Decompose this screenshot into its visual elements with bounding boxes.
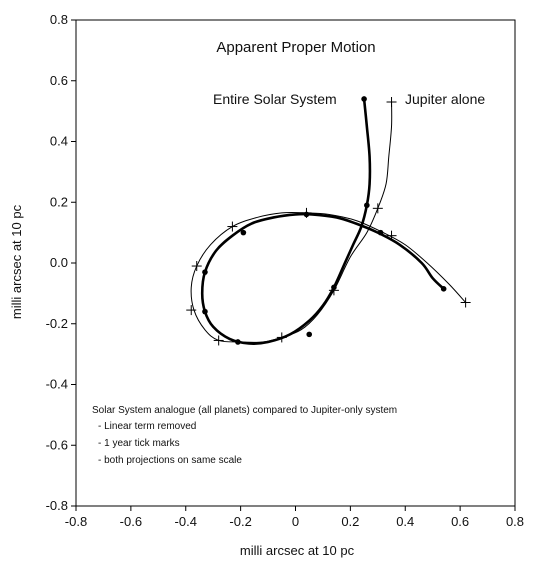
year-tick-cross [276, 332, 287, 343]
year-tick-cross [460, 297, 471, 308]
series-line-jupiter-alone [190, 102, 466, 343]
series-label-jupiter-alone: Jupiter alone [405, 91, 485, 107]
y-tick-label: 0.0 [50, 255, 68, 270]
y-tick-label: -0.4 [46, 377, 68, 392]
series-layer [186, 96, 471, 346]
annotation-box: Solar System analogue (all planets) comp… [92, 405, 397, 466]
y-tick-label: -0.6 [46, 437, 68, 452]
y-tick-label: 0.8 [50, 12, 68, 27]
x-tick-label: 0 [292, 514, 299, 529]
year-tick-cross [213, 335, 224, 346]
x-tick-label: 0.6 [451, 514, 469, 529]
x-tick-label: 0.4 [396, 514, 414, 529]
x-tick-label: -0.2 [229, 514, 251, 529]
annotation-bullet: - 1 year tick marks [98, 438, 180, 449]
x-tick-label: 0.8 [506, 514, 524, 529]
year-tick-dot [440, 286, 447, 292]
y-tick-label: -0.2 [46, 316, 68, 331]
year-tick-dot [202, 308, 208, 315]
year-tick-cross [301, 207, 312, 218]
year-tick-dot [377, 229, 384, 236]
year-tick-cross [191, 261, 202, 272]
y-tick-label: 0.6 [50, 73, 68, 88]
y-tick-label: 0.2 [50, 194, 68, 209]
annotation-title: Solar System analogue (all planets) comp… [92, 405, 397, 416]
y-axis-label: milli arcsec at 10 pc [9, 204, 24, 319]
year-tick-cross [386, 97, 397, 108]
x-tick-label: 0.2 [341, 514, 359, 529]
year-tick-cross [328, 285, 339, 296]
x-tick-label: -0.4 [175, 514, 197, 529]
y-axis-ticks: 0.8 0.6 0.4 0.2 0.0 -0.2 -0.4 -0.6 -0.8 [46, 12, 76, 513]
year-tick-dot [240, 229, 247, 236]
year-tick-dot [364, 202, 370, 209]
x-axis-label: milli arcsec at 10 pc [240, 543, 355, 558]
year-tick-dot [202, 269, 208, 275]
x-axis-ticks: -0.8 -0.6 -0.4 -0.2 0 0.2 0.4 0.6 0.8 [65, 506, 524, 529]
year-tick-dot [306, 331, 313, 338]
series-line-entire-solar-system [200, 98, 445, 345]
annotation-bullet: - both projections on same scale [98, 455, 242, 466]
year-tick-cross [372, 203, 383, 214]
year-tick-cross [227, 221, 238, 232]
annotation-bullet: - Linear term removed [98, 421, 196, 432]
year-tick-cross [186, 305, 197, 316]
x-tick-label: -0.8 [65, 514, 87, 529]
series-label-entire-solar-system: Entire Solar System [213, 91, 337, 107]
chart-title: Apparent Proper Motion [216, 39, 375, 56]
x-tick-label: -0.6 [120, 514, 142, 529]
year-tick-cross [386, 230, 397, 241]
y-tick-label: 0.4 [50, 134, 68, 149]
year-tick-dot [361, 96, 367, 102]
y-tick-label: -0.8 [46, 498, 68, 513]
